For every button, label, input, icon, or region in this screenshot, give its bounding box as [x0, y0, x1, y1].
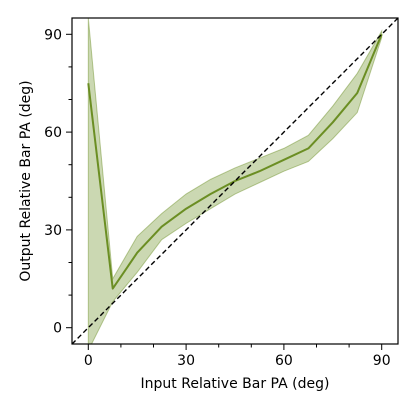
identity-reference-line	[72, 18, 398, 344]
data-point	[234, 180, 236, 182]
data-point	[210, 193, 212, 195]
data-point	[307, 147, 309, 149]
data-point	[283, 159, 285, 161]
data-point	[161, 226, 163, 228]
y-tick-label: 0	[53, 321, 62, 337]
series-line	[87, 33, 383, 290]
data-point	[112, 288, 114, 290]
x-tick-label: 90	[373, 353, 391, 369]
data-point	[185, 208, 187, 210]
axes: 0 30 60 90 0 30 60 90	[44, 27, 390, 369]
y-axis-label: Output Relative Bar PA (deg)	[18, 80, 34, 281]
y-tick-label: 30	[44, 223, 62, 239]
plot-content	[72, 18, 398, 344]
uncertainty-band	[87, 18, 383, 344]
x-axis-label: Input Relative Bar PA (deg)	[141, 376, 330, 392]
data-point	[87, 82, 89, 84]
data-point	[332, 121, 334, 123]
y-tick-label: 60	[44, 125, 62, 141]
x-tick-label: 60	[275, 353, 293, 369]
plot-frame	[71, 17, 399, 345]
data-point	[258, 170, 260, 172]
data-point	[356, 92, 358, 94]
y-tick-label: 90	[44, 27, 62, 43]
x-tick-label: 30	[177, 353, 195, 369]
data-point	[136, 252, 138, 254]
x-tick-label: 0	[84, 353, 93, 369]
